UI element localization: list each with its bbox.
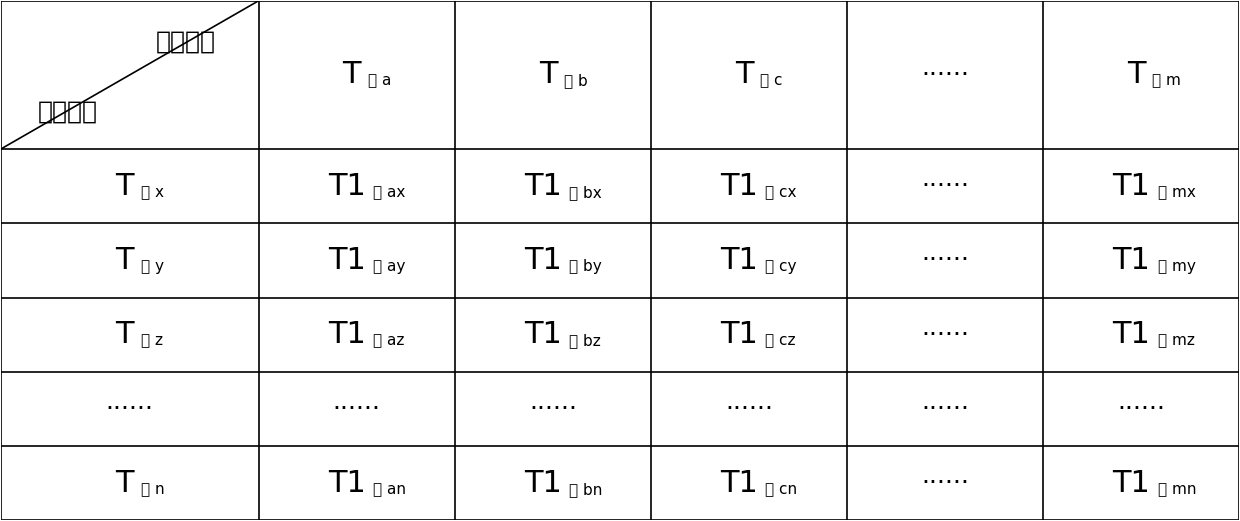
Text: 阀 cx: 阀 cx <box>765 185 797 200</box>
Text: ······: ······ <box>921 471 970 495</box>
Text: 阀 bn: 阀 bn <box>569 482 603 497</box>
Text: T1: T1 <box>327 246 366 275</box>
Text: ······: ······ <box>921 249 970 272</box>
Text: 内 n: 内 n <box>141 482 165 497</box>
Text: 外环温度: 外环温度 <box>155 29 216 53</box>
Text: T: T <box>115 172 134 201</box>
Text: 阀 ax: 阀 ax <box>373 185 405 200</box>
Text: 阀 cy: 阀 cy <box>765 259 797 274</box>
Text: 外 b: 外 b <box>564 73 588 89</box>
Text: 阀 bx: 阀 bx <box>569 185 601 200</box>
Text: T1: T1 <box>1112 172 1151 201</box>
Text: 阀 mx: 阀 mx <box>1157 185 1195 200</box>
Text: ······: ······ <box>921 322 970 346</box>
Text: 外 a: 外 a <box>368 73 392 89</box>
Text: ······: ······ <box>725 397 773 421</box>
Text: T1: T1 <box>720 320 758 349</box>
Text: 阀 ay: 阀 ay <box>373 259 405 274</box>
Text: 阀 an: 阀 an <box>373 482 405 497</box>
Text: T1: T1 <box>525 246 562 275</box>
Text: ······: ······ <box>1117 397 1166 421</box>
Text: T1: T1 <box>1112 320 1151 349</box>
Text: T1: T1 <box>525 172 562 201</box>
Text: T1: T1 <box>327 172 366 201</box>
Text: 阀 az: 阀 az <box>373 333 404 349</box>
Text: 阀 cn: 阀 cn <box>765 482 797 497</box>
Text: 外 c: 外 c <box>760 73 782 89</box>
Text: ······: ······ <box>529 397 577 421</box>
Text: ······: ······ <box>105 397 154 421</box>
Text: 阀 mn: 阀 mn <box>1157 482 1197 497</box>
Text: T1: T1 <box>525 469 562 498</box>
Text: T: T <box>115 469 134 498</box>
Text: T: T <box>115 320 134 349</box>
Text: T1: T1 <box>1112 246 1151 275</box>
Text: 内 x: 内 x <box>141 185 164 200</box>
Text: 阀 by: 阀 by <box>569 259 601 274</box>
Text: T: T <box>115 246 134 275</box>
Text: 内 z: 内 z <box>141 333 162 349</box>
Text: T1: T1 <box>327 320 366 349</box>
Text: T1: T1 <box>525 320 562 349</box>
Text: 外 m: 外 m <box>1152 73 1182 89</box>
Text: ······: ······ <box>921 397 970 421</box>
Text: T: T <box>538 60 557 90</box>
Text: 阀 mz: 阀 mz <box>1157 333 1194 349</box>
Text: 阀 cz: 阀 cz <box>765 333 796 349</box>
Text: T1: T1 <box>1112 469 1151 498</box>
Text: T1: T1 <box>720 246 758 275</box>
Text: T1: T1 <box>720 469 758 498</box>
Text: T: T <box>1127 60 1146 90</box>
Text: 内 y: 内 y <box>141 259 164 274</box>
Text: T: T <box>735 60 753 90</box>
Text: ······: ······ <box>332 397 381 421</box>
Text: 内环温度: 内环温度 <box>37 100 98 123</box>
Text: T: T <box>342 60 361 90</box>
Text: T1: T1 <box>720 172 758 201</box>
Text: ······: ······ <box>921 63 970 87</box>
Text: 阀 my: 阀 my <box>1157 259 1195 274</box>
Text: ······: ······ <box>921 174 970 198</box>
Text: T1: T1 <box>327 469 366 498</box>
Text: 阀 bz: 阀 bz <box>569 333 601 349</box>
